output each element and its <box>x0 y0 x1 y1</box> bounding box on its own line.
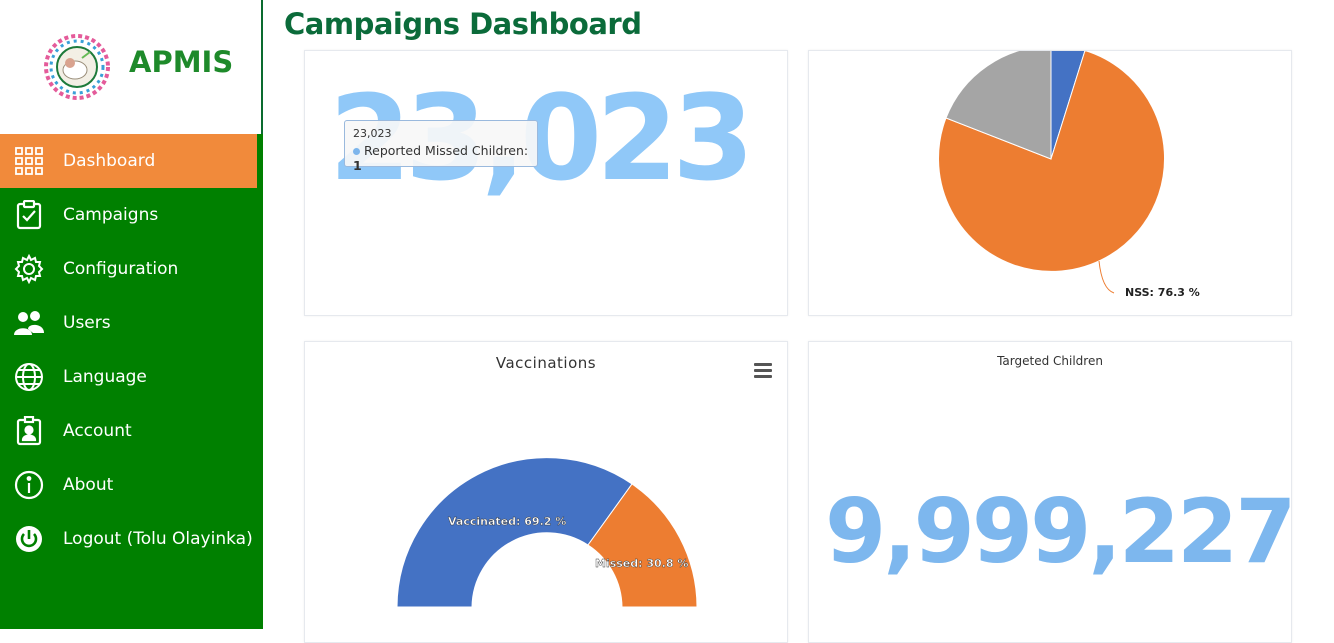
tooltip-value: 1 <box>353 158 362 173</box>
sidebar-item-campaigns[interactable]: Campaigns <box>0 188 263 242</box>
chart-tooltip: 23,023 Reported Missed Children: 1 <box>344 120 538 173</box>
sidebar-item-label: Users <box>63 313 111 333</box>
power-icon <box>13 523 45 555</box>
sidebar-item-label: About <box>63 475 114 495</box>
donut-slice-vaccinated <box>396 457 633 608</box>
donut-label-missed: Missed: 30.8 % <box>595 557 688 570</box>
vaccinations-title: Vaccinations <box>495 354 597 372</box>
vaccinations-card: Vaccinations Vaccinated: 69.2 % Missed: … <box>304 341 788 643</box>
sidebar-item-dashboard[interactable]: Dashboard <box>0 134 257 188</box>
missed-children-card: 23,023 <box>304 50 788 316</box>
nss-pie-chart: NSS: 76.3 % <box>938 51 1200 299</box>
sidebar-item-language[interactable]: Language <box>0 350 263 404</box>
app-name: APMIS <box>129 45 234 79</box>
vaccinations-chart: Vaccinated: 69.2 % Missed: 30.8 % <box>396 457 698 608</box>
series-dot-icon <box>353 148 360 155</box>
sidebar-item-label: Configuration <box>63 259 179 279</box>
sidebar-item-label: Language <box>63 367 147 387</box>
grid-icon <box>13 145 45 177</box>
sidebar-item-label: Campaigns <box>63 205 159 225</box>
sidebar-item-users[interactable]: Users <box>0 296 263 350</box>
sidebar-item-about[interactable]: About <box>0 458 263 512</box>
sidebar: APMIS Dashboard Campaigns <box>0 0 263 629</box>
id-badge-icon <box>13 415 45 447</box>
globe-icon <box>13 361 45 393</box>
donut-slice-missed <box>587 483 698 608</box>
pie-label-connector <box>1098 260 1115 294</box>
gear-icon <box>13 253 45 285</box>
donut-label-vaccinated: Vaccinated: 69.2 % <box>448 515 566 528</box>
targeted-children-value: 9,999,227 <box>825 480 1292 583</box>
chart-menu-icon[interactable] <box>754 363 772 378</box>
sidebar-item-label: Logout (Tolu Olayinka) <box>63 529 253 549</box>
pie-slice-gray <box>945 51 1052 160</box>
tooltip-header: 23,023 <box>353 127 392 140</box>
clipboard-check-icon <box>13 199 45 231</box>
users-icon <box>13 307 45 339</box>
nss-pie-card: NSS: 76.3 % <box>808 50 1292 316</box>
targeted-children-title: Targeted Children <box>997 354 1103 368</box>
sidebar-item-logout[interactable]: Logout (Tolu Olayinka) <box>0 512 263 566</box>
pie-slice-nss <box>938 51 1166 272</box>
sidebar-nav: Dashboard Campaigns Configuration <box>0 134 263 566</box>
info-icon <box>13 469 45 501</box>
sidebar-item-account[interactable]: Account <box>0 404 263 458</box>
targeted-children-card: Targeted Children 9,999,227 <box>808 341 1292 643</box>
pie-label-nss: NSS: 76.3 % <box>1125 286 1200 299</box>
sidebar-item-configuration[interactable]: Configuration <box>0 242 263 296</box>
sidebar-item-label: Account <box>63 421 132 441</box>
logo-area: APMIS <box>0 0 263 134</box>
apmis-logo-icon <box>44 34 110 100</box>
tooltip-series: Reported Missed Children: <box>364 143 529 158</box>
page-title: Campaigns Dashboard <box>284 7 642 41</box>
sidebar-item-label: Dashboard <box>63 151 156 171</box>
